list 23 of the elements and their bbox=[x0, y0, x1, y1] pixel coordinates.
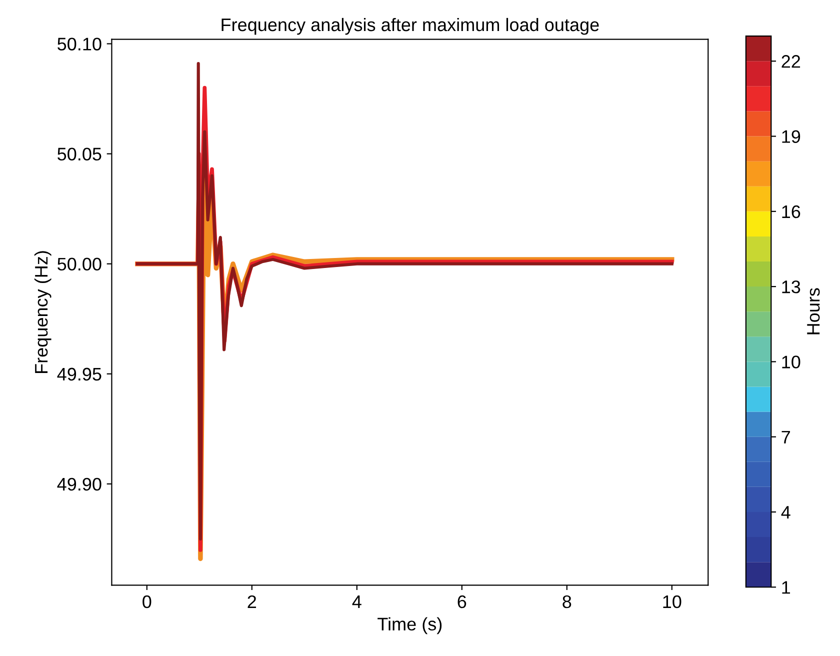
chart-title: Frequency analysis after maximum load outage bbox=[222, 18, 599, 35]
y-axis-title: Frequency (Hz) bbox=[34, 251, 52, 373]
y-tick-label: 50.10 bbox=[58, 38, 102, 50]
y-tick-label: 50.05 bbox=[58, 148, 102, 161]
x-tick-label: 6 bbox=[458, 595, 466, 608]
x-axis-title: Time (s) bbox=[378, 617, 442, 634]
color-bar-label: 1 bbox=[782, 581, 790, 594]
color-bar-label: 16 bbox=[782, 205, 800, 218]
color-bar-label: 19 bbox=[782, 130, 800, 143]
color-bar-label: 22 bbox=[782, 55, 800, 68]
x-tick-label: 10 bbox=[663, 595, 682, 608]
color-bar-title: Hours bbox=[807, 288, 820, 334]
x-tick-label: 0 bbox=[142, 595, 152, 608]
color-bar-label: 4 bbox=[781, 506, 790, 519]
x-tick-label: 4 bbox=[352, 596, 362, 608]
y-tick-label: 50.00 bbox=[58, 258, 102, 271]
x-tick-label: 8 bbox=[562, 595, 572, 608]
color-bar-label: 10 bbox=[782, 356, 800, 368]
y-tick-label: 49.90 bbox=[57, 478, 102, 491]
color-bar-label: 13 bbox=[782, 280, 800, 294]
color-bar-label: 7 bbox=[782, 430, 790, 444]
x-tick-label: 2 bbox=[248, 595, 256, 608]
y-tick-label: 49.95 bbox=[57, 368, 102, 381]
